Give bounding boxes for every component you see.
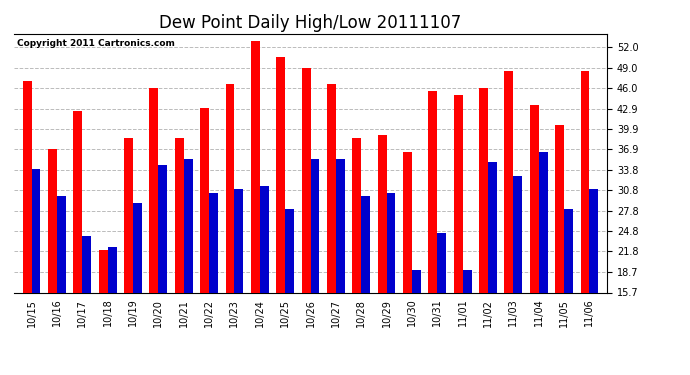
Bar: [108, 246, 117, 375]
Bar: [463, 270, 471, 375]
Bar: [226, 84, 235, 375]
Bar: [158, 165, 167, 375]
Bar: [437, 233, 446, 375]
Bar: [580, 71, 589, 375]
Bar: [150, 88, 158, 375]
Bar: [200, 108, 209, 375]
Bar: [276, 57, 285, 375]
Bar: [336, 159, 345, 375]
Bar: [530, 105, 539, 375]
Bar: [259, 186, 268, 375]
Bar: [327, 84, 336, 375]
Bar: [386, 192, 395, 375]
Bar: [513, 176, 522, 375]
Bar: [73, 111, 82, 375]
Bar: [589, 189, 598, 375]
Bar: [412, 270, 421, 375]
Bar: [251, 40, 259, 375]
Bar: [32, 169, 41, 375]
Bar: [99, 250, 108, 375]
Bar: [133, 202, 142, 375]
Bar: [555, 125, 564, 375]
Bar: [454, 94, 463, 375]
Bar: [235, 189, 244, 375]
Bar: [23, 81, 32, 375]
Bar: [310, 159, 319, 375]
Bar: [82, 236, 91, 375]
Bar: [504, 71, 513, 375]
Bar: [175, 138, 184, 375]
Bar: [377, 135, 386, 375]
Bar: [362, 196, 370, 375]
Bar: [488, 162, 497, 375]
Bar: [48, 148, 57, 375]
Bar: [564, 209, 573, 375]
Bar: [57, 196, 66, 375]
Text: Copyright 2011 Cartronics.com: Copyright 2011 Cartronics.com: [17, 39, 175, 48]
Bar: [403, 152, 412, 375]
Bar: [302, 68, 310, 375]
Bar: [428, 91, 437, 375]
Bar: [184, 159, 193, 375]
Bar: [124, 138, 133, 375]
Bar: [285, 209, 294, 375]
Bar: [209, 192, 218, 375]
Bar: [353, 138, 362, 375]
Title: Dew Point Daily High/Low 20111107: Dew Point Daily High/Low 20111107: [159, 14, 462, 32]
Bar: [479, 88, 488, 375]
Bar: [539, 152, 548, 375]
